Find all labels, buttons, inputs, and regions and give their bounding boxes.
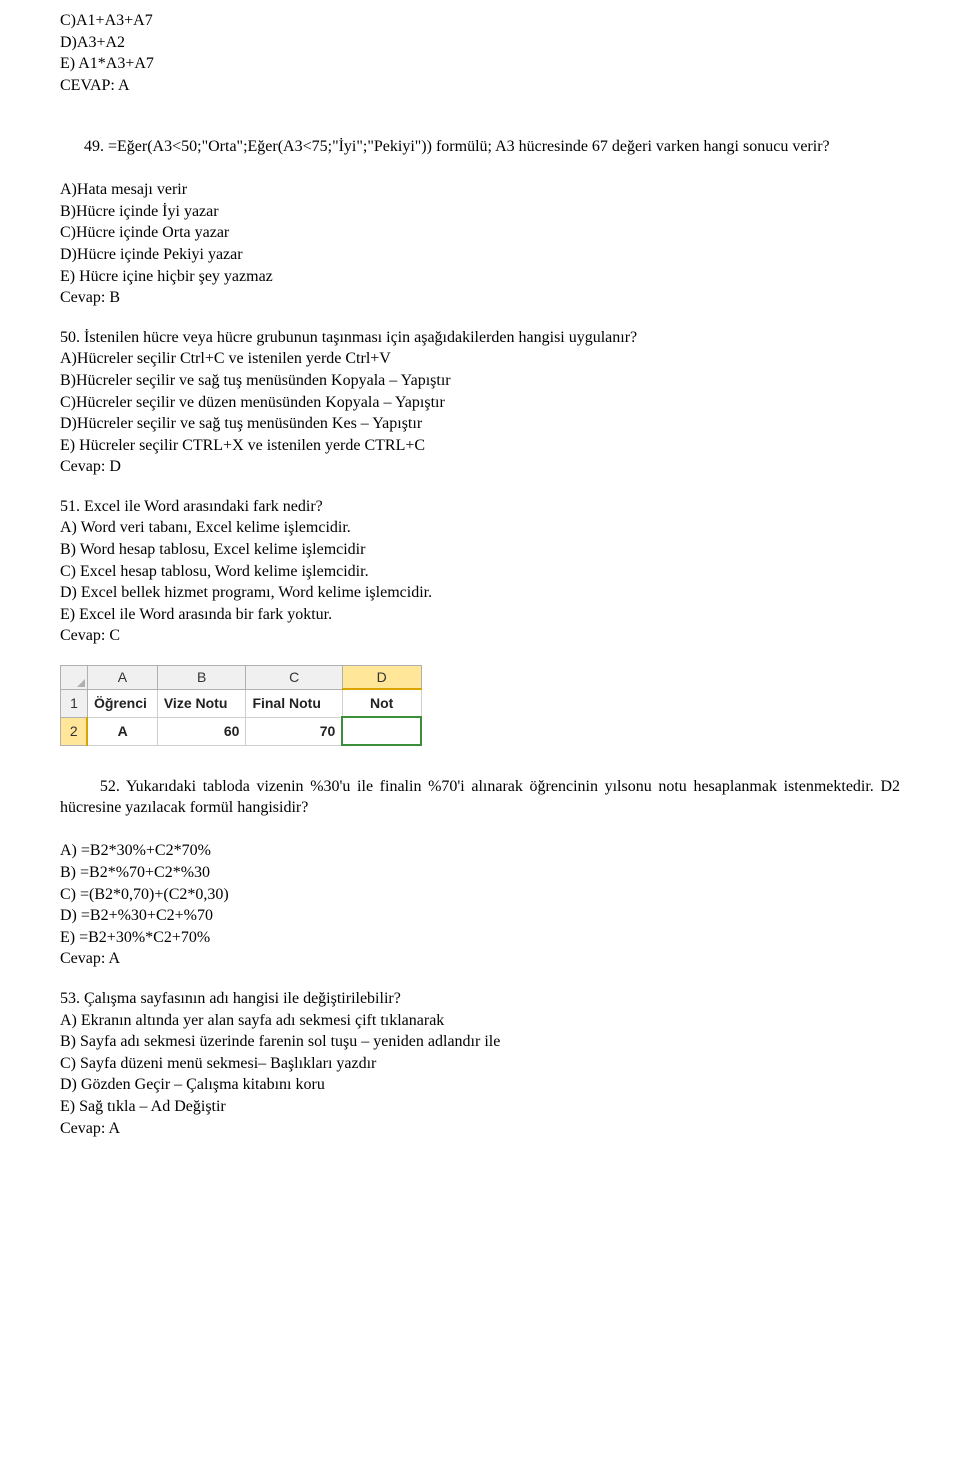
row-header-1: 1 [61,689,88,717]
question-body: Yukarıdaki tabloda vizenin %30'u ile fin… [60,778,904,817]
question-52: 52. Yukarıdaki tabloda vizenin %30'u ile… [60,754,900,970]
answer-label: Cevap: C [60,625,900,647]
option-b: B) =B2*%70+C2*%30 [60,862,900,884]
option-a: A) =B2*30%+C2*70% [60,840,900,862]
excel-table: A B C D 1 Öğrenci Vize Notu Final Notu N… [60,665,422,746]
question-number: 52. [100,778,126,795]
question-text: 49. =Eğer(A3<50;"Orta";Eğer(A3<75;"İyi";… [60,114,900,179]
col-header-c: C [246,666,342,690]
answer-label: Cevap: A [60,1118,900,1140]
option-c: C) Excel hesap tablosu, Word kelime işle… [60,561,900,583]
answer-label: Cevap: B [60,287,900,309]
cell-c1: Final Notu [246,689,342,717]
excel-row-1: 1 Öğrenci Vize Notu Final Notu Not [61,689,422,717]
option-b: B)Hücre içinde İyi yazar [60,201,900,223]
option-a: A)Hücreler seçilir Ctrl+C ve istenilen y… [60,348,900,370]
document-page: C)A1+A3+A7 D)A3+A2 E) A1*A3+A7 CEVAP: A … [0,0,960,1197]
select-all-corner [61,666,88,690]
question-text: 53. Çalışma sayfasının adı hangisi ile d… [60,988,900,1010]
col-header-a: A [87,666,157,690]
option-b: B) Word hesap tablosu, Excel kelime işle… [60,539,900,561]
question-49: 49. =Eğer(A3<50;"Orta";Eğer(A3<75;"İyi";… [60,114,900,308]
excel-row-2: 2 A 60 70 [61,717,422,745]
cell-b1: Vize Notu [157,689,246,717]
option-e: E) Excel ile Word arasında bir fark yokt… [60,604,900,626]
option-e: E) Hücre içine hiçbir şey yazmaz [60,266,900,288]
answer-label: Cevap: D [60,456,900,478]
option-e: E) =B2+30%*C2+70% [60,927,900,949]
question-text: 51. Excel ile Word arasındaki fark nedir… [60,496,900,518]
cell-a2: A [87,717,157,745]
option-e: E) Hücreler seçilir CTRL+X ve istenilen … [60,435,900,457]
option-b: B)Hücreler seçilir ve sağ tuş menüsünden… [60,370,900,392]
question-text: 50. İstenilen hücre veya hücre grubunun … [60,327,900,349]
cell-a1: Öğrenci [87,689,157,717]
cell-b2: 60 [157,717,246,745]
option-c: C)Hücreler seçilir ve düzen menüsünden K… [60,392,900,414]
option-e: E) A1*A3+A7 [60,53,900,75]
cell-d1: Not [342,689,421,717]
option-a: A)Hata mesajı verir [60,179,900,201]
prev-question-tail: C)A1+A3+A7 D)A3+A2 E) A1*A3+A7 CEVAP: A [60,10,900,96]
option-d: D)Hücre içinde Pekiyi yazar [60,244,900,266]
question-text: 52. Yukarıdaki tabloda vizenin %30'u ile… [60,754,900,840]
question-body: =Eğer(A3<50;"Orta";Eğer(A3<75;"İyi";"Pek… [108,138,830,155]
option-e: E) Sağ tıkla – Ad Değiştir [60,1096,900,1118]
question-number: 49. [84,138,108,155]
option-c: C) Sayfa düzeni menü sekmesi– Başlıkları… [60,1053,900,1075]
question-53: 53. Çalışma sayfasının adı hangisi ile d… [60,988,900,1139]
question-51: 51. Excel ile Word arasındaki fark nedir… [60,496,900,647]
excel-col-header-row: A B C D [61,666,422,690]
option-c: C)Hücre içinde Orta yazar [60,222,900,244]
option-d: D)A3+A2 [60,32,900,54]
option-a: A) Ekranın altında yer alan sayfa adı se… [60,1010,900,1032]
answer-label: Cevap: A [60,948,900,970]
option-c: C)A1+A3+A7 [60,10,900,32]
answer-label: CEVAP: A [60,75,900,97]
option-a: A) Word veri tabanı, Excel kelime işlemc… [60,517,900,539]
option-d: D)Hücreler seçilir ve sağ tuş menüsünden… [60,413,900,435]
cell-c2: 70 [246,717,342,745]
cell-d2 [342,717,421,745]
col-header-b: B [157,666,246,690]
question-50: 50. İstenilen hücre veya hücre grubunun … [60,327,900,478]
option-d: D) =B2+%30+C2+%70 [60,905,900,927]
option-c: C) =(B2*0,70)+(C2*0,30) [60,884,900,906]
excel-screenshot: A B C D 1 Öğrenci Vize Notu Final Notu N… [60,665,422,746]
option-d: D) Excel bellek hizmet programı, Word ke… [60,582,900,604]
option-d: D) Gözden Geçir – Çalışma kitabını koru [60,1074,900,1096]
row-header-2: 2 [61,717,88,745]
option-b: B) Sayfa adı sekmesi üzerinde farenin so… [60,1031,900,1053]
col-header-d: D [342,666,421,690]
